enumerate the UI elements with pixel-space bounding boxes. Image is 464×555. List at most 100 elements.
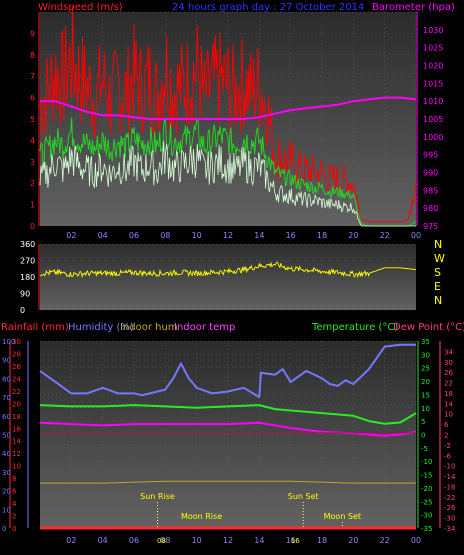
- wind-low-line: [39, 141, 416, 227]
- wind-x-tick-label: 06: [129, 231, 139, 240]
- temperature-tick-label: 25: [421, 365, 430, 373]
- rain-tick-label: 0: [12, 525, 16, 533]
- dew-point-tick-label: -6: [444, 452, 452, 460]
- barometer-line: [40, 96, 417, 120]
- temp-grid: [40, 340, 417, 529]
- sun-set-time: 16: [291, 537, 300, 545]
- wind-x-tick-label: 14: [254, 231, 264, 240]
- wind-speed-axis: 0 1 2 3 4 5 6 7 8 9: [30, 12, 40, 231]
- wind-tick-label: 0: [30, 222, 35, 231]
- wind-x-tick-label: 12: [223, 231, 233, 240]
- rain-tick-label: 6: [12, 488, 17, 496]
- barometer-tick-label: 1020: [423, 62, 443, 71]
- wind-x-tick-label: 08: [160, 231, 170, 240]
- sun-set-label: Sun Set: [288, 492, 319, 501]
- temperature-tick-label: 15: [421, 391, 430, 399]
- dew-point-tick-label: 34: [444, 348, 453, 356]
- temperature-tick-label: -35: [421, 525, 432, 533]
- legend-indoor-hum: Indoor hum: [120, 322, 178, 333]
- temp-x-tick-label: 18: [317, 536, 327, 545]
- barometer-tick-label: 980: [423, 204, 438, 213]
- compass-letter: W: [434, 252, 445, 265]
- temp-series: [39, 343, 417, 530]
- wind-x-tick-label: 22: [380, 231, 390, 240]
- direction-tick-label: 180: [20, 273, 35, 282]
- wind-tick-label: 9: [30, 29, 35, 38]
- temperature-tick-label: -15: [421, 472, 432, 480]
- rain-tick-label: 24: [12, 375, 21, 383]
- compass-letter: E: [434, 280, 441, 293]
- wind-tick-label: 6: [30, 94, 35, 103]
- wind-x-tick-label: 18: [317, 231, 327, 240]
- rain-tick-label: 16: [12, 425, 21, 433]
- direction-grid: [40, 243, 416, 311]
- rain-tick-label: 30: [12, 338, 21, 346]
- wind-x-tick-label: 20: [348, 231, 358, 240]
- temperature-tick-label: -10: [421, 458, 432, 466]
- humidity-tick-label: 90: [2, 357, 11, 365]
- wind-tick-label: 5: [30, 115, 35, 124]
- dew_point-line: [39, 421, 417, 437]
- humidity-tick-label: 50: [2, 432, 11, 440]
- wind-gust-line: [39, 6, 417, 223]
- temperature-tick-label: 20: [421, 378, 430, 386]
- legend-indoor-temp: Indoor temp: [174, 322, 235, 333]
- temperature-tick-label: -20: [421, 485, 432, 493]
- sun-moon-events: Sun Rise Sun Set Moon Rise Moon Set 08 16: [140, 492, 361, 545]
- wind-x-tick-label: 02: [66, 231, 76, 240]
- legend-rainfall: Rainfall (mm): [1, 322, 69, 333]
- rain-tick-label: 10: [12, 463, 21, 471]
- temp-time-axis: 02 04 06 08 10 12 14 16 18 20 22 00: [66, 536, 421, 545]
- humidity-tick-label: 60: [2, 413, 11, 421]
- dew-point-tick-label: 18: [444, 390, 453, 398]
- barometer-label: Barometer (hpa): [372, 2, 455, 13]
- legend-humidity: Humidity (%): [68, 322, 134, 333]
- wind-tick-label: 7: [30, 72, 35, 81]
- temp-x-tick-label: 20: [348, 536, 358, 545]
- direction-tick-label: 270: [20, 257, 35, 266]
- dew-point-tick-label: -22: [444, 494, 455, 502]
- rain-tick-label: 18: [12, 413, 21, 421]
- barometer-tick-label: 1015: [423, 79, 443, 88]
- dew-point-tick-label: -14: [444, 473, 456, 481]
- wind-tick-label: 2: [30, 179, 35, 188]
- moon-set-label: Moon Set: [324, 512, 361, 521]
- rain-tick-label: 8: [12, 475, 16, 483]
- dew-point-tick-label: -18: [444, 483, 455, 491]
- barometer-tick-label: 1000: [423, 133, 443, 142]
- temp-x-tick-label: 14: [254, 536, 264, 545]
- direction-tick-label: 360: [20, 240, 35, 249]
- temp-x-tick-label: 10: [192, 536, 202, 545]
- humidity-tick-label: 0: [2, 525, 6, 533]
- rain-tick-label: 20: [12, 400, 21, 408]
- temp-x-tick-label: 06: [129, 536, 139, 545]
- compass-letter: N: [434, 294, 442, 307]
- indoor_hum-line: [40, 480, 416, 484]
- dew-point-tick-label: 26: [444, 369, 453, 377]
- dew-point-tick-label: 2: [444, 432, 448, 440]
- dew-point-tick-label: -26: [444, 504, 456, 512]
- rain-tick-label: 14: [12, 438, 21, 446]
- wind-series: [39, 6, 417, 227]
- graph-title: 24 hours graph day : 27 October 2014: [172, 2, 364, 13]
- direction-axis: 0 90 180 270 360: [20, 240, 40, 315]
- temperature-tick-label: -30: [421, 512, 432, 520]
- wind-tick-label: 1: [30, 201, 35, 210]
- direction-tick-label: 90: [20, 290, 30, 299]
- humidity-tick-label: 10: [2, 506, 11, 514]
- compass-letter: S: [434, 266, 441, 279]
- humidity-line: [39, 343, 416, 399]
- rain-tick-label: 12: [12, 450, 21, 458]
- wind-avg-line: [39, 117, 417, 227]
- barometer-tick-label: 995: [423, 151, 438, 160]
- rain-tick-label: 22: [12, 388, 21, 396]
- dew-point-tick-label: 22: [444, 380, 453, 388]
- barometer-tick-label: 985: [423, 186, 438, 195]
- wind-x-tick-label: 10: [192, 231, 202, 240]
- temperature-tick-label: 5: [421, 418, 425, 426]
- wind-tick-label: 4: [30, 136, 35, 145]
- wind-x-tick-label: 04: [98, 231, 108, 240]
- barometer-tick-label: 975: [423, 222, 438, 231]
